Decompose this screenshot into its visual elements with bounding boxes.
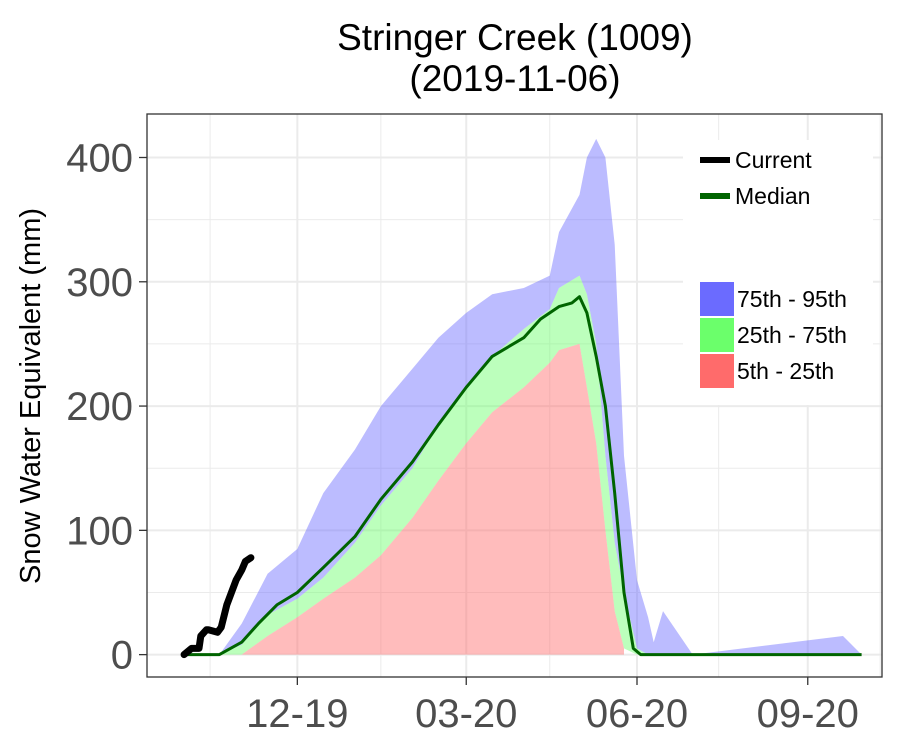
y-tick-label: 200 xyxy=(66,385,133,429)
legend: Current Median 75th - 95th 25th - 75th 5… xyxy=(683,140,873,405)
median-line xyxy=(184,295,862,657)
band-75th-95th xyxy=(184,138,862,655)
legend-key-5-25 xyxy=(700,354,734,388)
band-25th-75th xyxy=(184,275,649,655)
x-tick-label: 06-20 xyxy=(586,692,688,736)
x-axis: 12-19 03-20 06-20 09-20 xyxy=(246,677,859,736)
legend-label-75-95: 75th - 95th xyxy=(737,286,847,312)
series-lines xyxy=(180,295,862,659)
legend-key-25-75 xyxy=(700,318,734,352)
plot-panel-border xyxy=(146,113,883,678)
y-tick-label: 0 xyxy=(111,634,133,678)
legend-label-current: Current xyxy=(735,147,812,173)
y-tick-label: 100 xyxy=(66,509,133,553)
percentile-bands xyxy=(184,138,862,655)
band-5th-25th xyxy=(184,343,624,655)
legend-key-75-95 xyxy=(700,282,734,316)
chart-subtitle: (2019-11-06) xyxy=(409,58,620,99)
y-axis: 0 100 200 300 400 xyxy=(66,136,147,678)
x-tick-label: 12-19 xyxy=(246,692,348,736)
y-tick-label: 400 xyxy=(66,136,133,180)
x-tick-label: 09-20 xyxy=(757,692,859,736)
legend-label-25-75: 25th - 75th xyxy=(737,322,847,348)
y-tick-label: 300 xyxy=(66,261,133,305)
chart-title: Stringer Creek (1009) xyxy=(337,17,693,58)
x-tick-label: 03-20 xyxy=(415,692,517,736)
legend-label-median: Median xyxy=(735,183,810,209)
current-line xyxy=(180,554,255,659)
y-axis-title: Snow Water Equivalent (mm) xyxy=(15,208,47,584)
legend-label-5-25: 5th - 25th xyxy=(737,358,834,384)
